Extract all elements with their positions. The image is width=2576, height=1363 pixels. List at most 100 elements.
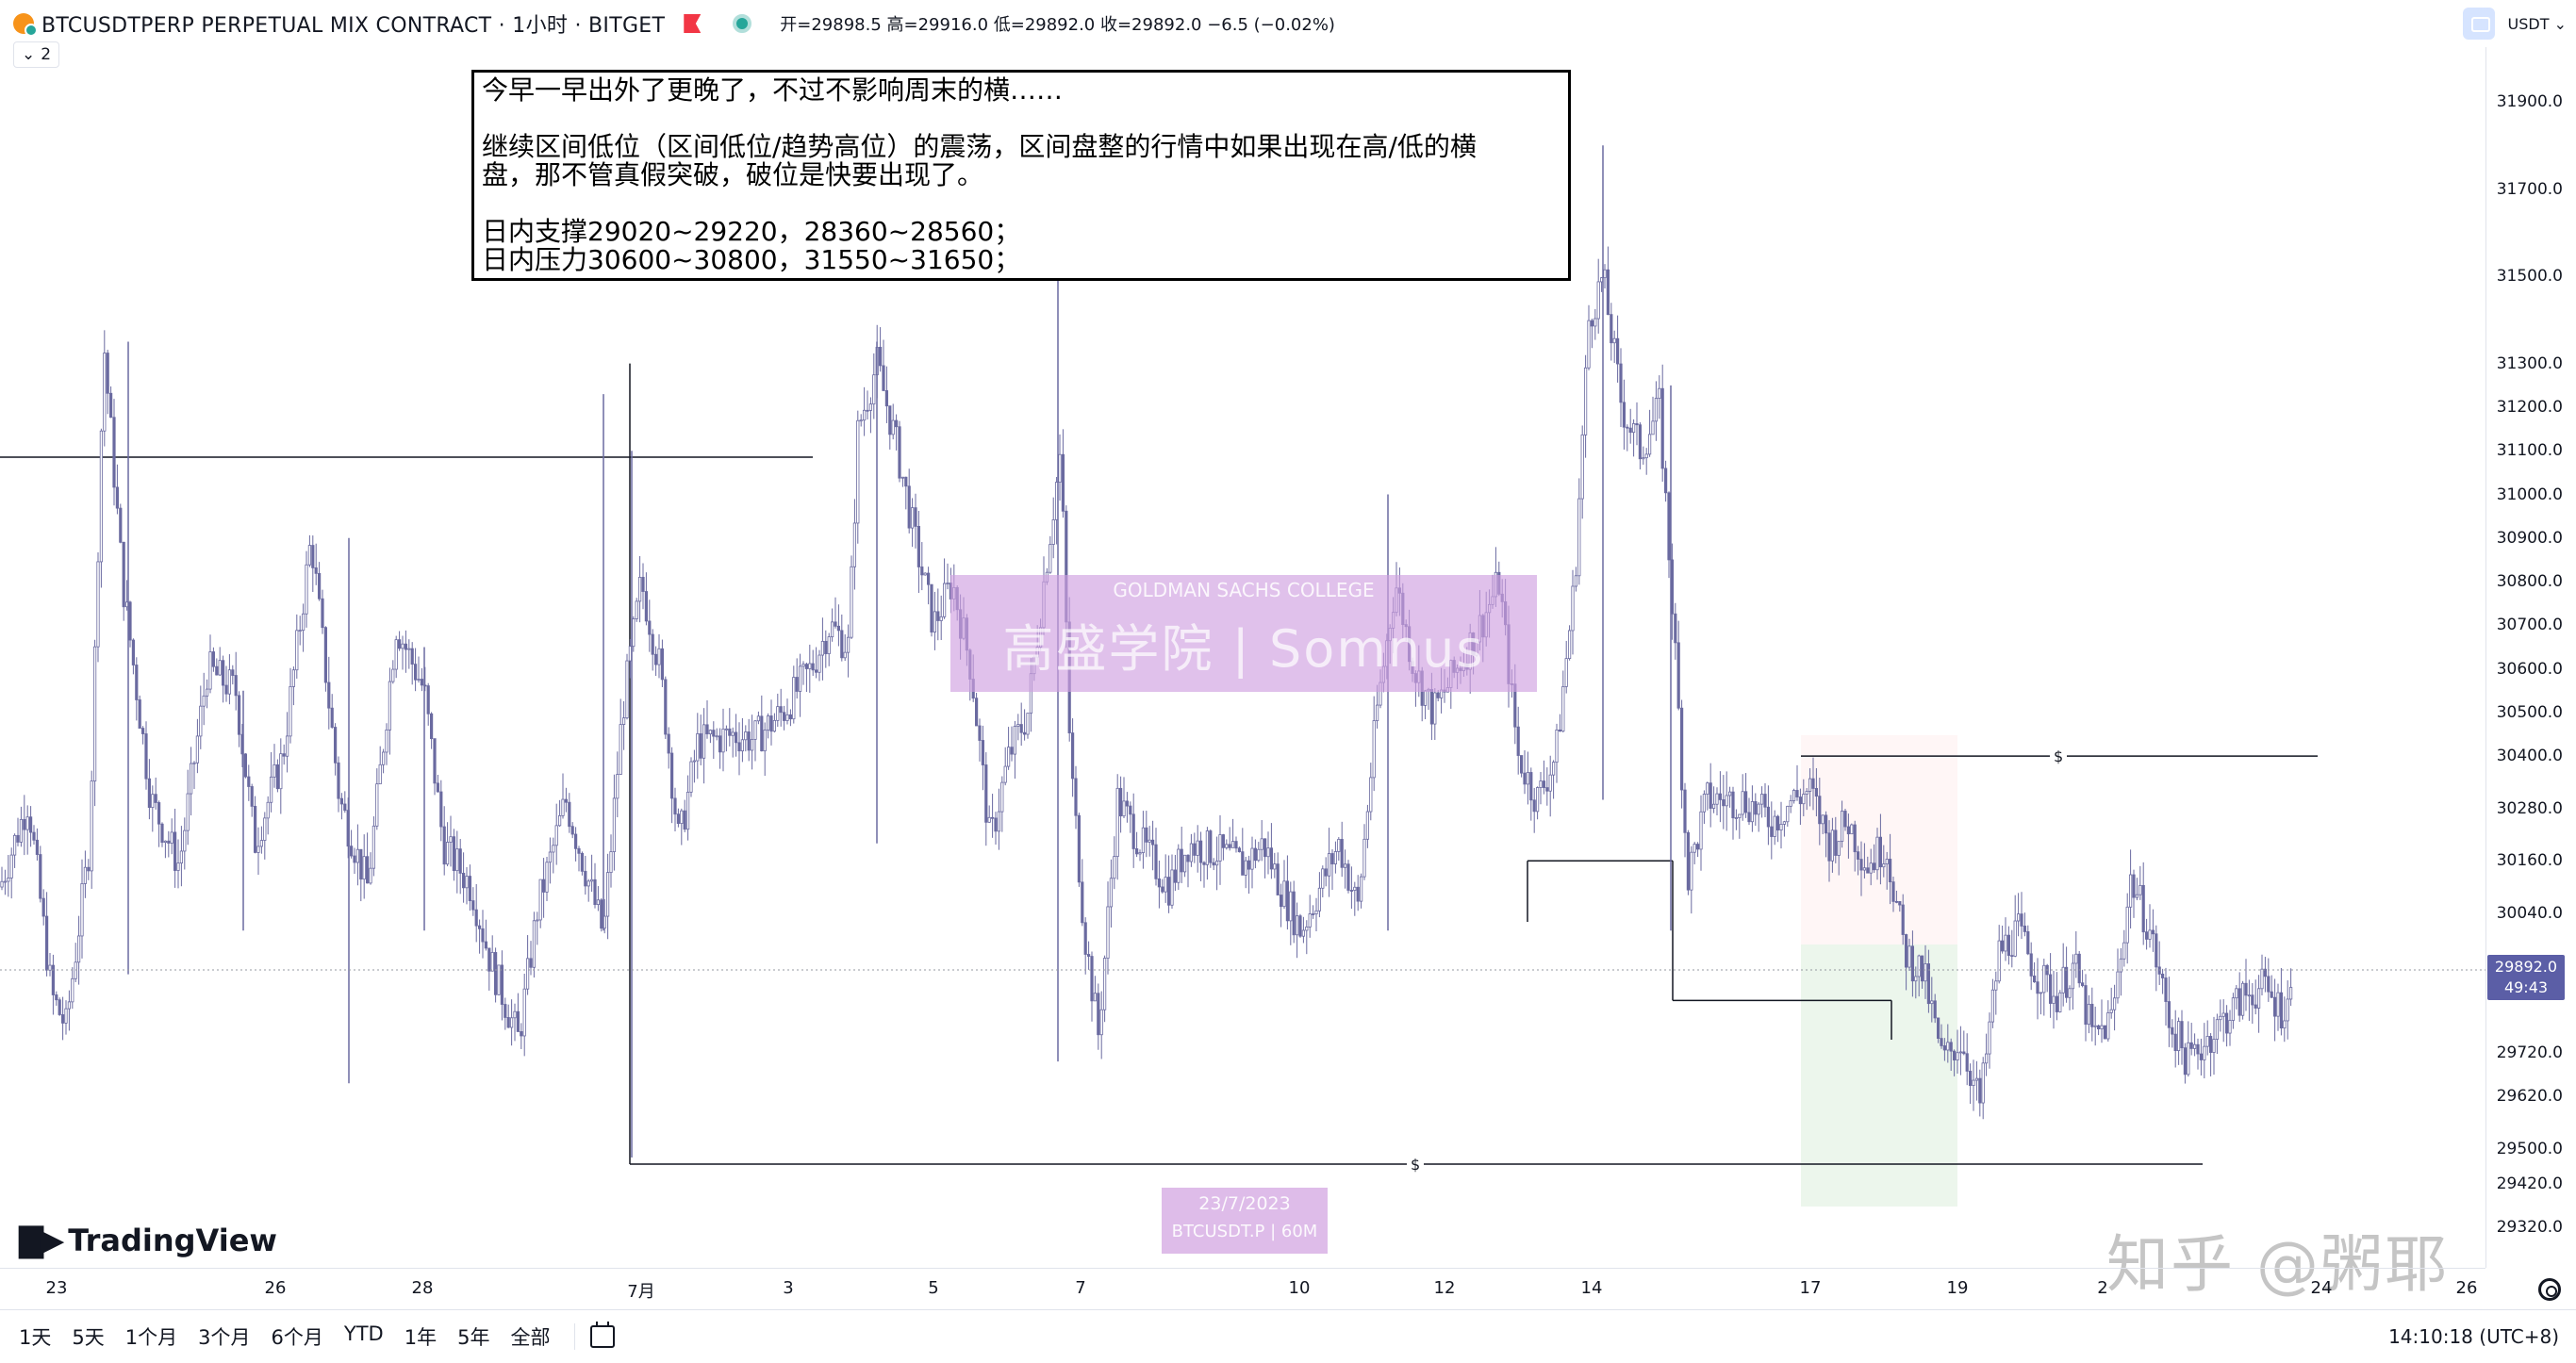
candle-body <box>385 729 388 753</box>
candle-body <box>1221 834 1225 848</box>
candle-body <box>1660 387 1664 469</box>
candle-body <box>751 738 754 751</box>
candle-body <box>41 897 45 917</box>
price-tick-label: 30040.0 <box>2496 903 2563 923</box>
range-button[interactable]: 1个月 <box>124 1326 178 1349</box>
candle-body <box>767 715 770 731</box>
settings-icon[interactable] <box>2538 1278 2561 1301</box>
candle-body <box>506 1017 510 1028</box>
candle-body <box>2135 894 2138 898</box>
price-tick-label: 30160.0 <box>2496 851 2563 871</box>
analysis-note[interactable]: 今早一早出外了更晚了，不过不影响周末的横…… 继续区间低位（区间低位/趋势高位）… <box>471 70 1571 281</box>
time-tick-label: 7 <box>1075 1278 1086 1298</box>
candle-body <box>1087 954 1091 957</box>
range-button[interactable]: 3个月 <box>198 1326 251 1349</box>
candle-body <box>173 831 177 871</box>
candle-body <box>1664 468 1668 494</box>
candle-body <box>1314 910 1318 914</box>
price-tick-label: 31900.0 <box>2496 92 2563 111</box>
candle-body <box>1827 832 1831 862</box>
range-button[interactable]: YTD <box>343 1322 384 1345</box>
candle-body <box>1830 829 1834 862</box>
candle-body <box>1433 692 1437 725</box>
candle-body <box>1253 847 1257 862</box>
range-button[interactable]: 1年 <box>404 1326 438 1349</box>
candle-body <box>1520 755 1524 774</box>
candle-body <box>337 762 340 799</box>
candle-body <box>394 639 398 670</box>
candle-body <box>362 856 366 880</box>
range-button[interactable]: 6个月 <box>271 1326 323 1349</box>
candle-body <box>1536 787 1540 813</box>
candle-body <box>353 855 356 863</box>
candle-body <box>247 776 251 787</box>
candle-body <box>237 695 241 735</box>
candle-body <box>548 851 553 863</box>
candle-body <box>186 793 190 831</box>
candle-body <box>285 735 289 757</box>
currency-select[interactable]: USDT ⌄ <box>2507 14 2567 33</box>
symbol-title[interactable]: BTCUSDTPERP PERPETUAL MIX CONTRACT · 1小时… <box>41 14 666 38</box>
candle-body <box>933 611 937 632</box>
price-axis[interactable]: 31900.0 31700.0 31500.0 31300.0 31200.0 31100… <box>2485 47 2576 1268</box>
candle-body <box>253 805 257 853</box>
tradingview-logo[interactable]: ▇▶ TradingView <box>19 1222 277 1259</box>
watermark-box: GOLDMAN SACHS COLLEGE 高盛学院 | Somnus <box>950 575 1537 692</box>
candle-body <box>429 713 434 740</box>
candle-body <box>888 405 892 435</box>
candle-body <box>103 353 107 432</box>
candle-body <box>683 810 686 830</box>
candle-body <box>1936 1017 1940 1039</box>
candle-body <box>1532 799 1536 813</box>
candle-body <box>2254 1004 2257 1009</box>
candle-body <box>1808 778 1812 792</box>
range-button[interactable]: 1天 <box>19 1326 52 1349</box>
candle-body <box>570 826 574 835</box>
candle-body <box>2267 976 2271 993</box>
range-button[interactable]: 5天 <box>72 1326 105 1349</box>
candle-body <box>699 732 702 759</box>
candle-body <box>183 829 187 852</box>
candle-body <box>2000 940 2005 952</box>
short-position-target-zone[interactable] <box>1801 944 1957 1207</box>
candle-body <box>1081 881 1084 924</box>
candle-body <box>80 883 84 937</box>
time-tick-label: 3 <box>783 1278 794 1298</box>
range-button[interactable]: 5年 <box>457 1326 490 1349</box>
candle-body <box>138 699 141 729</box>
candle-body <box>696 732 700 762</box>
clock[interactable]: 14:10:18 (UTC+8) <box>2388 1325 2559 1348</box>
candle-body <box>16 834 20 843</box>
price-chart[interactable]: $$ <box>0 47 2485 1268</box>
candle-body <box>1212 862 1215 866</box>
candle-body <box>2074 953 2078 964</box>
candle-body <box>1914 976 1918 982</box>
candle-body <box>1610 314 1613 344</box>
goto-date-icon[interactable] <box>590 1322 616 1348</box>
candle-body <box>2176 1021 2181 1052</box>
candle-body <box>2106 1012 2110 1040</box>
candle-body <box>1875 836 1879 871</box>
candle-body <box>2199 1053 2203 1060</box>
candle-body <box>266 801 270 819</box>
candle-body <box>1558 729 1561 732</box>
snapshot-icon[interactable] <box>2463 8 2495 40</box>
candle-body <box>831 621 834 638</box>
candle-body <box>1337 839 1341 852</box>
candle-body <box>1555 729 1559 764</box>
candle-body <box>1763 794 1767 808</box>
candle-body <box>2013 920 2017 957</box>
flag-icon[interactable] <box>684 14 702 33</box>
candle-body <box>1099 1009 1103 1036</box>
range-button[interactable]: 全部 <box>510 1326 551 1349</box>
candle-body <box>2100 1025 2104 1029</box>
time-axis[interactable]: 23 26 28 7月 3 5 7 10 12 14 17 19 2 24 26 <box>0 1268 2485 1309</box>
candle-body <box>490 952 494 972</box>
candle-body <box>119 507 123 543</box>
right-toolbar: USDT ⌄ <box>2453 0 2576 47</box>
chart-header: BTCUSDTPERP PERPETUAL MIX CONTRACT · 1小时… <box>0 0 2470 47</box>
candle-body <box>1157 878 1161 888</box>
candle-body <box>147 778 151 808</box>
indicator-toggle[interactable]: ⌄ 2 <box>13 41 60 68</box>
candle-body <box>487 947 491 972</box>
